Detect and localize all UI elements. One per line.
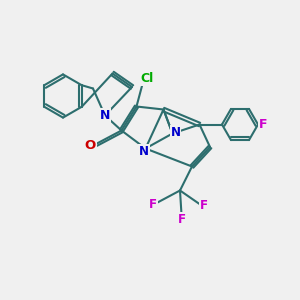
Text: Cl: Cl — [140, 72, 154, 85]
Text: F: F — [149, 197, 157, 211]
Text: F: F — [178, 213, 185, 226]
Text: O: O — [84, 139, 96, 152]
Text: N: N — [170, 125, 181, 139]
Text: N: N — [139, 145, 149, 158]
Text: F: F — [259, 118, 268, 131]
Text: F: F — [200, 199, 208, 212]
Text: N: N — [100, 109, 110, 122]
